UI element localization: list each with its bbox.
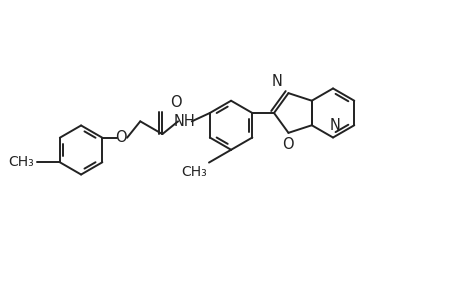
Text: O: O — [281, 137, 293, 152]
Text: CH₃: CH₃ — [9, 155, 34, 169]
Text: CH₃: CH₃ — [180, 165, 206, 179]
Text: O: O — [170, 95, 181, 110]
Text: N: N — [271, 74, 282, 89]
Text: O: O — [115, 130, 126, 145]
Text: NH: NH — [173, 114, 195, 129]
Text: N: N — [329, 118, 340, 133]
